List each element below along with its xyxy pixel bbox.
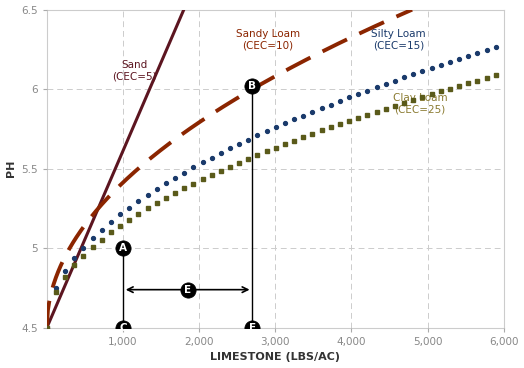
Text: Sand
(CEC=5): Sand (CEC=5) bbox=[112, 60, 157, 81]
X-axis label: LIMESTONE (LBS/AC): LIMESTONE (LBS/AC) bbox=[210, 353, 340, 362]
Text: E: E bbox=[249, 323, 256, 333]
Text: Sandy Loam
(CEC=10): Sandy Loam (CEC=10) bbox=[236, 29, 300, 51]
Text: C: C bbox=[119, 323, 127, 333]
Text: Silty Loam
(CEC=15): Silty Loam (CEC=15) bbox=[372, 29, 426, 51]
Text: A: A bbox=[119, 243, 127, 253]
Y-axis label: PH: PH bbox=[6, 160, 16, 177]
Text: Clay Loam
(CEC=25): Clay Loam (CEC=25) bbox=[392, 93, 447, 114]
Text: B: B bbox=[248, 81, 256, 91]
Text: E: E bbox=[184, 285, 191, 295]
